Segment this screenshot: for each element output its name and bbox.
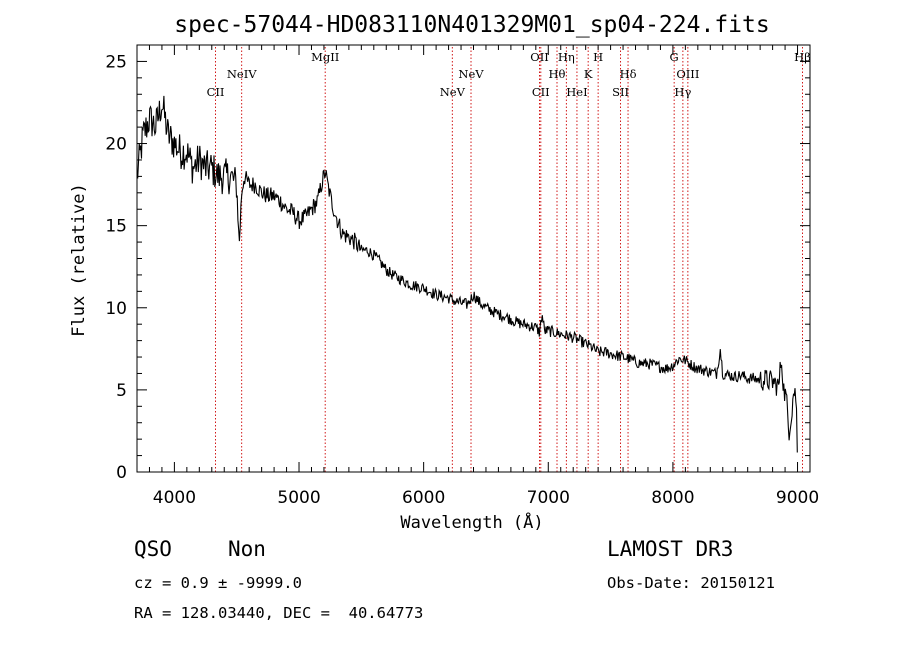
y-axis-label: Flux (relative): [69, 183, 89, 337]
spectrum-line: [136, 95, 798, 453]
coordinates: RA = 128.03440, DEC = 40.64773: [134, 604, 424, 622]
y-tick-label: 0: [116, 463, 127, 483]
x-tick-label: 4000: [153, 488, 196, 508]
spectral-line-label: Hγ: [674, 85, 691, 99]
x-axis: 4000 5000 6000 7000 8000 9000: [136, 45, 819, 508]
spectral-line-label: MgII: [311, 50, 339, 64]
object-class: QSO: [134, 537, 172, 561]
y-tick-label: 10: [105, 299, 127, 319]
spectral-line-label: OIII: [676, 67, 699, 81]
y-axis: 0 5 10 15 20 25: [105, 44, 810, 483]
survey-name: LAMOST DR3: [607, 537, 734, 561]
line-labels: CIINeIVMgIINeVNeVOIICIIHθHηHeIKHSIIHδGHγ…: [207, 50, 812, 99]
spectral-line-label: CII: [532, 85, 550, 99]
x-tick-label: 8000: [651, 488, 694, 508]
spectral-line-label: OII: [530, 50, 549, 64]
y-tick-label: 25: [105, 52, 127, 72]
spectral-line-label: NeV: [458, 67, 484, 81]
spectral-line-label: K: [584, 67, 593, 81]
x-tick-label: 9000: [776, 488, 819, 508]
spectral-line-label: Hθ: [549, 67, 566, 81]
y-tick-label: 20: [105, 135, 127, 155]
x-tick-label: 7000: [527, 488, 570, 508]
spectral-line-label: Hδ: [620, 67, 637, 81]
obs-date: Obs-Date: 20150121: [607, 574, 775, 592]
y-tick-label: 15: [105, 217, 127, 237]
plot-frame: [136, 44, 811, 473]
x-axis-label: Wavelength (Å): [400, 511, 543, 533]
spectral-line-label: NeIV: [227, 67, 257, 81]
x-tick-label: 5000: [277, 488, 320, 508]
spectral-line-label: Hβ: [794, 50, 811, 64]
spectral-line-label: CII: [207, 85, 225, 99]
line-markers: [215, 47, 803, 472]
spectral-line-label: H: [593, 50, 603, 64]
x-tick-label: 6000: [402, 488, 445, 508]
object-subclass: Non: [228, 537, 266, 561]
spectral-line-label: G: [670, 50, 679, 64]
y-tick-label: 5: [116, 381, 127, 401]
chart-title: spec-57044-HD083110N401329M01_sp04-224.f…: [174, 12, 769, 38]
redshift-readout: cz = 0.9 ± -9999.0: [134, 574, 302, 592]
spectral-line-label: Hη: [558, 50, 575, 64]
spectral-line-label: NeV: [440, 85, 466, 99]
spectral-line-label: HeI: [566, 85, 587, 99]
spectral-line-label: SII: [612, 85, 629, 99]
